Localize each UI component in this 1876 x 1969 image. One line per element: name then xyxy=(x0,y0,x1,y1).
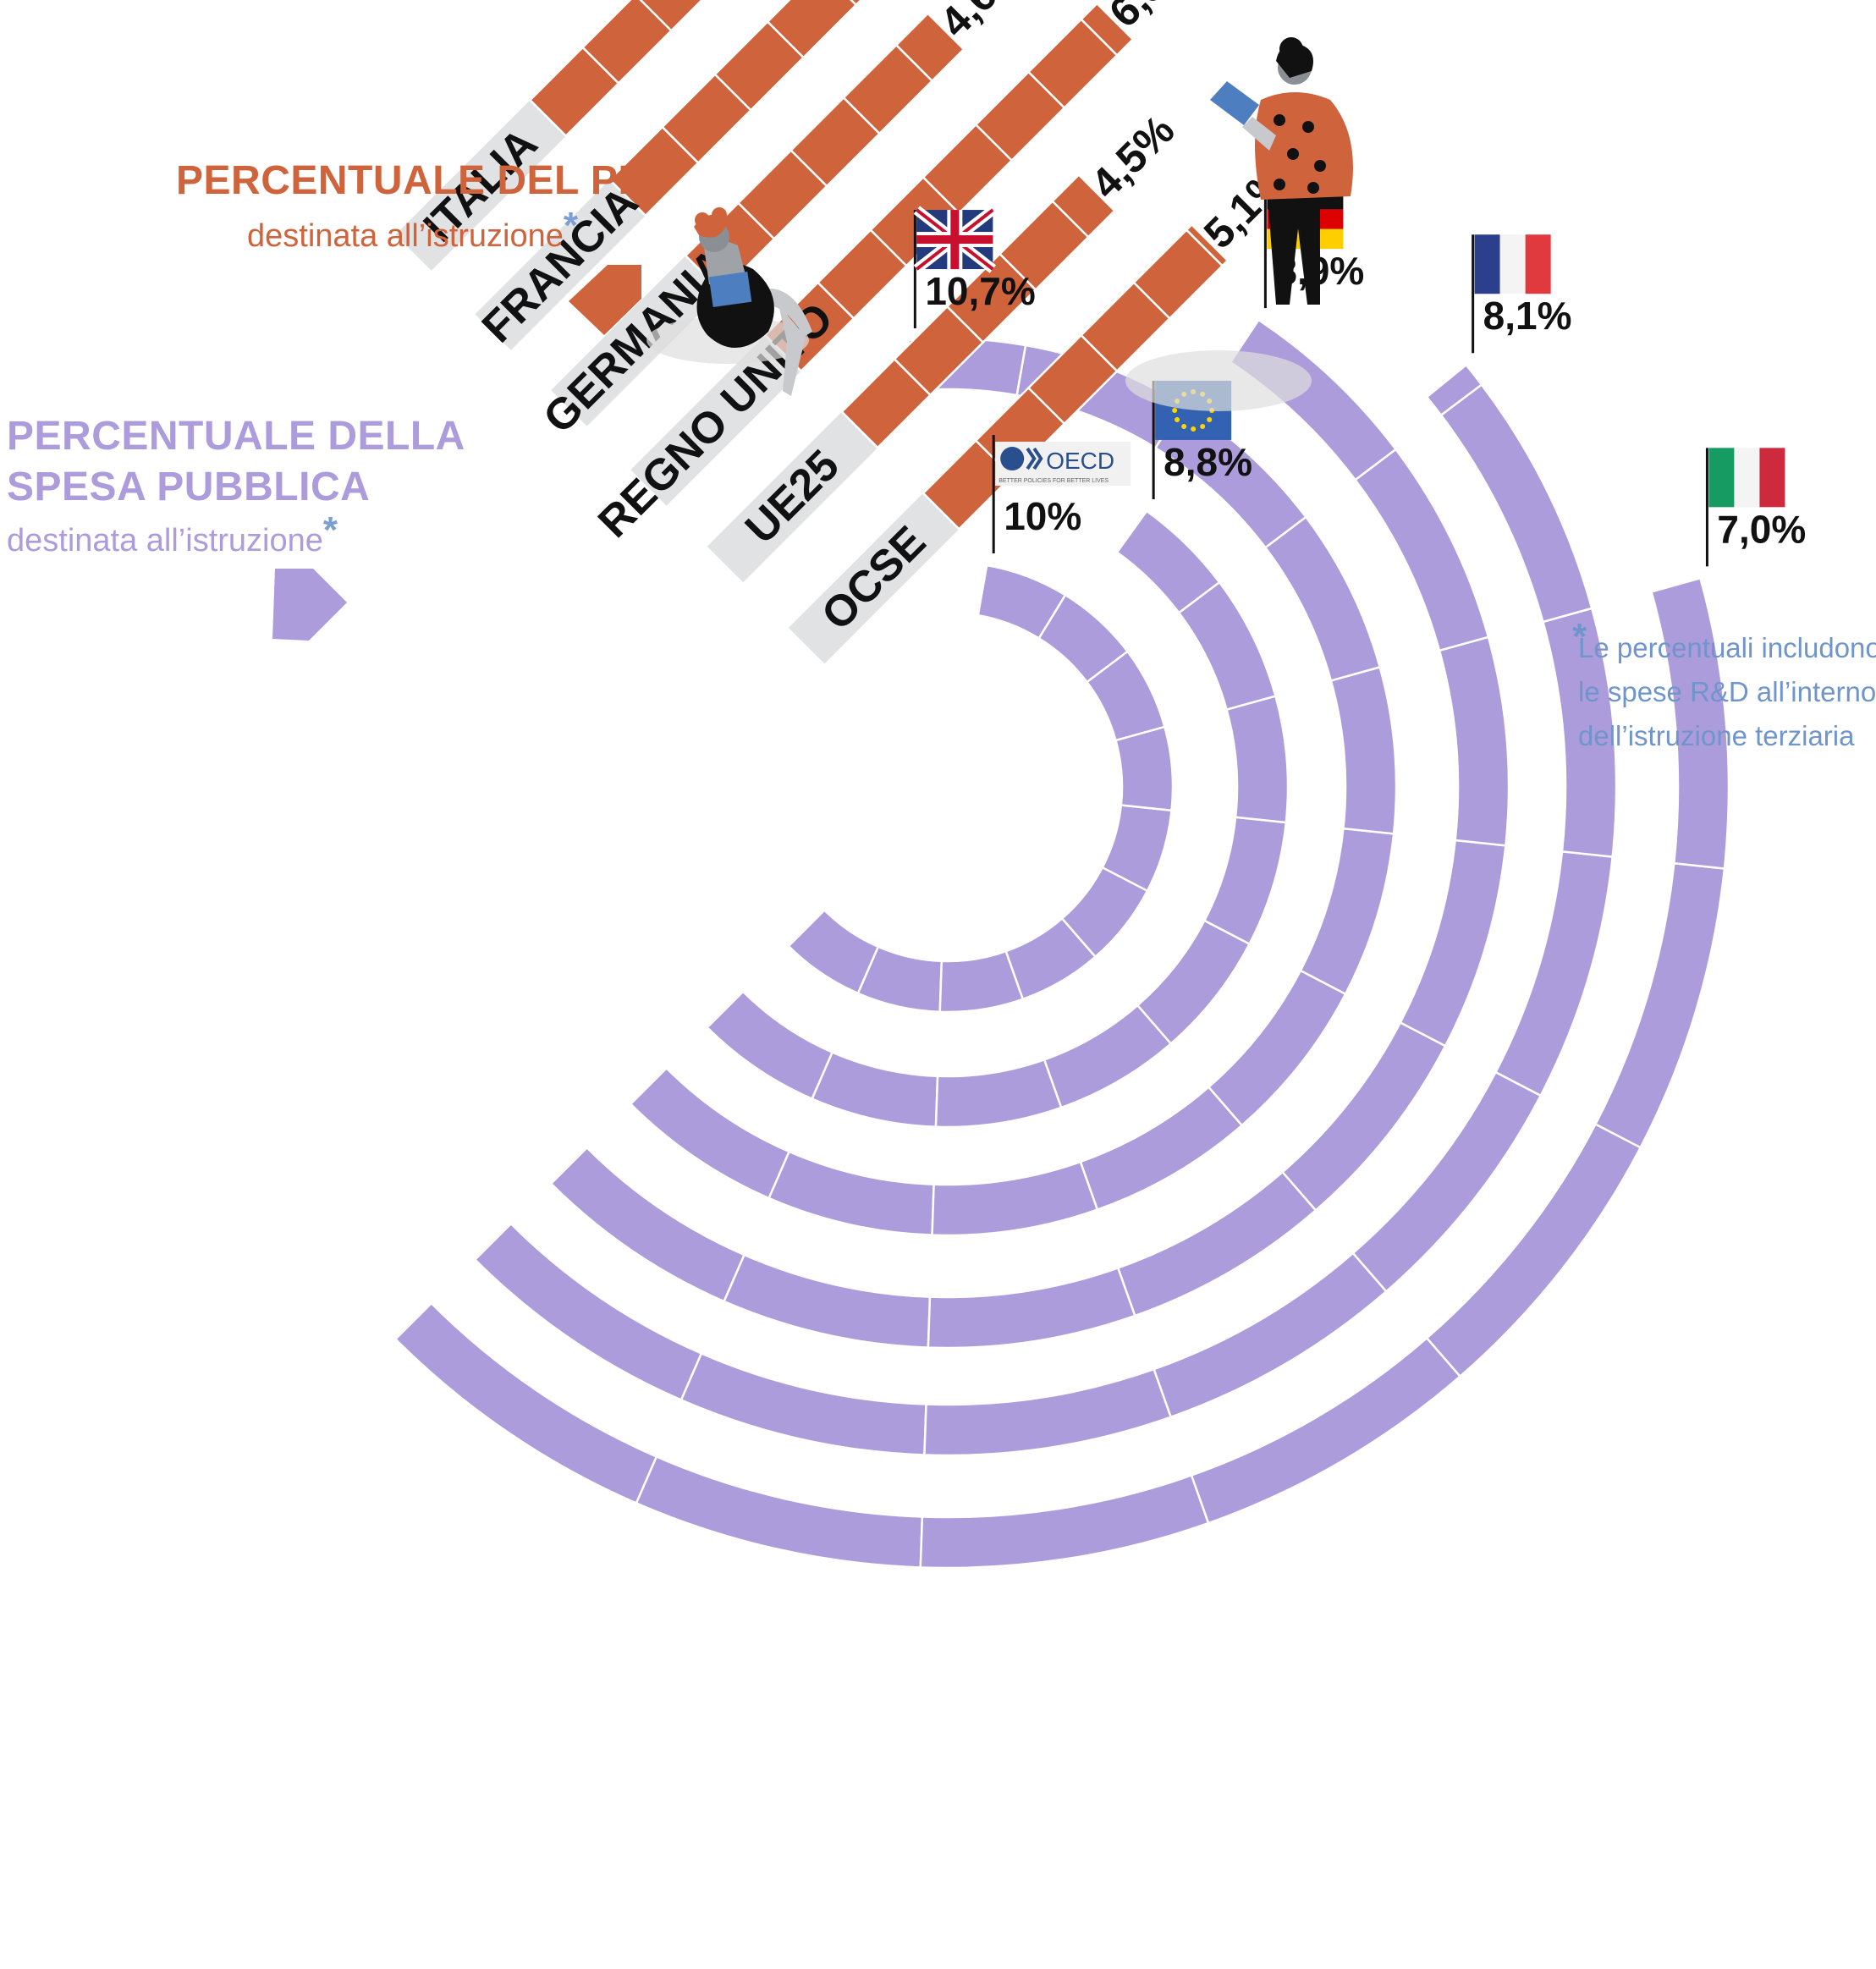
pil-bar-segment-germania xyxy=(894,12,966,83)
italia-flag-icon xyxy=(1708,448,1785,508)
pil-bar-segment-francia xyxy=(850,0,863,7)
reader-sitting-illustration xyxy=(646,207,812,396)
spesa-arc-segment-francia xyxy=(1425,363,1483,417)
flag-marker-ue25: 8,8% xyxy=(1152,380,1252,499)
label-band-ue25 xyxy=(707,411,878,583)
spesa-arc-segment-regno-unito xyxy=(1079,1085,1244,1212)
spesa-arc-segment-francia xyxy=(1494,850,1615,1097)
spesa-arc-segment-germania xyxy=(927,1266,1136,1350)
regno-unito-flag-icon xyxy=(913,206,997,273)
francia-flag-icon xyxy=(1474,234,1551,294)
spesa-value-label-ocse: 10% xyxy=(1004,494,1081,538)
pil-bar-segment-regno-unito xyxy=(1079,2,1135,57)
spesa-arc-regno-unito xyxy=(629,337,1398,1237)
spesa-arc-ue25 xyxy=(705,509,1290,1129)
spesa-arc-segment-italia xyxy=(1593,861,1726,1149)
spesa-legend-asterisk: * xyxy=(322,509,338,551)
label-band-francia xyxy=(475,179,646,350)
flag-marker-francia: 8,1% xyxy=(1472,234,1572,354)
spesa-legend-subtitle: destinata all’istruzione* xyxy=(7,509,338,560)
spesa-legend-title-line1: PERCENTUALE DELLA xyxy=(7,414,465,459)
spesa-arc-segment-ocse xyxy=(977,564,1067,641)
oecd-logo-name: OECD xyxy=(1046,448,1114,474)
spesa-arcs xyxy=(393,318,1730,1570)
pil-legend-subtitle-text: destinata all’istruzione xyxy=(247,218,564,254)
spesa-arc-segment-regno-unito xyxy=(767,1150,935,1236)
ocse-flag-icon: OECD BETTER POLICIES FOR BETTER LIVES xyxy=(995,442,1131,487)
spesa-arc-segment-ue25 xyxy=(1225,695,1290,824)
oecd-logo-tagline: BETTER POLICIES FOR BETTER LIVES xyxy=(999,478,1109,484)
spesa-value-label-italia: 7,0% xyxy=(1717,507,1806,551)
footnote-asterisk: * xyxy=(1572,616,1587,657)
spesa-arc-segment-ue25 xyxy=(705,990,834,1101)
pil-legend-asterisk: * xyxy=(563,205,579,246)
spesa-arc-segment-regno-unito xyxy=(1207,969,1347,1127)
spesa-arc-segment-regno-unito xyxy=(1263,515,1382,682)
pil-bar-germania xyxy=(684,12,966,294)
spesa-arc-segment-germania xyxy=(1116,1170,1318,1317)
spesa-arc-segment-germania xyxy=(1399,839,1507,1048)
spesa-arc-segment-ue25 xyxy=(1115,509,1221,614)
spesa-arc-francia xyxy=(473,363,1618,1457)
flag-marker-ocse: OECD BETTER POLICIES FOR BETTER LIVES 10% xyxy=(992,435,1131,554)
spesa-arc-segment-ue25 xyxy=(811,1050,939,1129)
pil-bars xyxy=(528,0,1230,531)
spesa-arc-segment-germania xyxy=(1438,635,1510,847)
spesa-arc-segment-ue25 xyxy=(1202,816,1288,946)
flag-marker-italia: 7,0% xyxy=(1705,448,1806,567)
spesa-arc-segment-regno-unito xyxy=(931,1160,1099,1237)
pil-legend-subtitle: destinata all’istruzione* xyxy=(247,205,578,256)
pil-legend-arrow-icon xyxy=(569,265,641,335)
spesa-arc-segment-regno-unito xyxy=(1329,665,1398,835)
spesa-arc-segment-regno-unito xyxy=(1299,827,1395,996)
spesa-arc-segment-regno-unito xyxy=(629,1066,791,1200)
spesa-value-label-francia: 8,1% xyxy=(1483,294,1572,338)
spesa-arc-segment-francia xyxy=(923,1367,1173,1457)
spesa-arc-segment-ue25 xyxy=(934,1058,1063,1129)
label-bands xyxy=(395,100,960,664)
pil-bar-segment-italia xyxy=(639,0,704,32)
label-band-germania xyxy=(551,256,722,426)
footnote-text: Le percentuali includono le spese R&D al… xyxy=(1578,632,1876,751)
spesa-arc-segment-germania xyxy=(1353,448,1490,652)
flag-marker-regno-unito: 10,7% xyxy=(913,206,1036,329)
label-band-regno-unito xyxy=(630,335,801,506)
pil-bar-segment-francia xyxy=(766,0,858,59)
spesa-arc-segment-italia xyxy=(635,1455,924,1569)
spesa-arc-segment-francia xyxy=(679,1351,927,1456)
spesa-arc-italia xyxy=(393,576,1730,1570)
spesa-arc-ocse xyxy=(787,564,1175,1014)
spesa-legend-arrow-icon xyxy=(272,569,347,641)
spesa-legend-title: PERCENTUALE DELLA SPESA PUBBLICA xyxy=(7,411,531,513)
pil-bar-segment-italia xyxy=(580,0,674,85)
spesa-arc-segment-germania xyxy=(722,1253,932,1349)
pil-bar-segment-ocse xyxy=(1185,223,1230,267)
pil-legend-title: PERCENTUALE DEL PIL xyxy=(176,158,655,203)
pil-bar-segment-ue25 xyxy=(1050,173,1117,239)
spesa-arc-segment-italia xyxy=(1650,576,1730,870)
country-label-ocse: OCSE xyxy=(812,517,935,640)
pil-bar-francia xyxy=(608,0,863,217)
pil-bar-ue25 xyxy=(840,173,1117,449)
pil-bar-italia xyxy=(528,0,704,138)
spesa-value-label-ue25: 8,8% xyxy=(1164,440,1252,484)
reader-standing-illustration xyxy=(1125,37,1353,411)
spesa-arc-segment-ocse xyxy=(1114,725,1175,812)
spesa-arc-segment-ue25 xyxy=(1136,919,1252,1046)
label-band-ocse xyxy=(788,492,960,664)
label-band-italia xyxy=(395,100,566,271)
spesa-arc-segment-italia xyxy=(919,1473,1210,1570)
spesa-legend-title-line2: SPESA PUBBLICA xyxy=(7,465,371,509)
spesa-legend-subtitle-text: destinata all’istruzione xyxy=(7,523,323,558)
spesa-value-label-regno-unito: 10,7% xyxy=(925,269,1035,313)
